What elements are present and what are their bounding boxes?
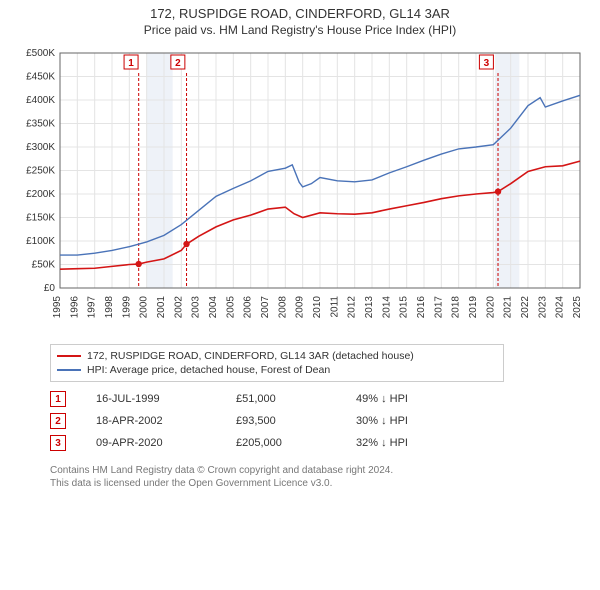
svg-text:2008: 2008 <box>277 296 288 319</box>
svg-text:£500K: £500K <box>26 48 55 59</box>
svg-text:£50K: £50K <box>32 260 56 271</box>
svg-text:2015: 2015 <box>399 296 410 319</box>
sale-points-table: 1 16-JUL-1999£51,00049% ↓ HPI 2 18-APR-2002… <box>50 388 590 454</box>
chart-svg: £0 £50K £100K £150K £200K £250K £300K £350K £400… <box>10 43 590 333</box>
sale-point-date: 18-APR-2002 <box>96 415 236 427</box>
sale-point-row: 1 16-JUL-1999£51,00049% ↓ HPI <box>50 388 590 410</box>
svg-text:2014: 2014 <box>381 296 392 319</box>
svg-text:£450K: £450K <box>26 72 55 83</box>
svg-text:2025: 2025 <box>572 296 583 319</box>
svg-text:£150K: £150K <box>26 213 55 224</box>
svg-text:£200K: £200K <box>26 189 55 200</box>
svg-text:1999: 1999 <box>121 296 132 319</box>
svg-text:£250K: £250K <box>26 166 55 177</box>
sale-point-price: £205,000 <box>236 437 356 449</box>
svg-text:1996: 1996 <box>69 296 80 319</box>
sale-point-row: 2 18-APR-2002£93,50030% ↓ HPI <box>50 410 590 432</box>
svg-text:2010: 2010 <box>312 296 323 319</box>
svg-text:2007: 2007 <box>260 296 271 319</box>
svg-text:2017: 2017 <box>433 296 444 319</box>
svg-text:2012: 2012 <box>347 296 358 319</box>
legend-item: 172, RUSPIDGE ROAD, CINDERFORD, GL14 3AR… <box>57 349 497 363</box>
svg-text:2021: 2021 <box>503 296 514 319</box>
svg-text:1998: 1998 <box>104 296 115 319</box>
svg-text:£300K: £300K <box>26 142 55 153</box>
svg-text:£400K: £400K <box>26 95 55 106</box>
svg-text:2016: 2016 <box>416 296 427 319</box>
svg-text:£0: £0 <box>44 283 56 294</box>
svg-text:2013: 2013 <box>364 296 375 319</box>
svg-text:2002: 2002 <box>173 296 184 319</box>
svg-text:2009: 2009 <box>295 296 306 319</box>
footer-attribution: Contains HM Land Registry data © Crown c… <box>50 464 590 490</box>
svg-text:2001: 2001 <box>156 296 167 319</box>
svg-text:2020: 2020 <box>485 296 496 319</box>
sale-point-delta: 32% ↓ HPI <box>356 437 476 449</box>
chart-subtitle: Price paid vs. HM Land Registry's House … <box>0 21 600 43</box>
svg-text:1: 1 <box>128 58 134 69</box>
svg-text:2018: 2018 <box>451 296 462 319</box>
sale-point-number: 2 <box>50 413 66 429</box>
svg-text:3: 3 <box>484 58 490 69</box>
footer-line-1: Contains HM Land Registry data © Crown c… <box>50 464 590 477</box>
footer-line-2: This data is licensed under the Open Gov… <box>50 477 590 490</box>
svg-text:2004: 2004 <box>208 296 219 319</box>
svg-text:1997: 1997 <box>87 296 98 319</box>
svg-text:2022: 2022 <box>520 296 531 319</box>
sale-point-date: 16-JUL-1999 <box>96 393 236 405</box>
sale-point-row: 3 09-APR-2020£205,00032% ↓ HPI <box>50 432 590 454</box>
legend-label: HPI: Average price, detached house, Fore… <box>87 364 330 376</box>
sale-point-date: 09-APR-2020 <box>96 437 236 449</box>
chart-title: 172, RUSPIDGE ROAD, CINDERFORD, GL14 3AR <box>0 0 600 21</box>
svg-text:2000: 2000 <box>139 296 150 319</box>
sale-point-number: 1 <box>50 391 66 407</box>
svg-text:2: 2 <box>175 58 181 69</box>
svg-text:£100K: £100K <box>26 236 55 247</box>
legend-swatch <box>57 369 81 371</box>
svg-text:2023: 2023 <box>537 296 548 319</box>
svg-text:1995: 1995 <box>52 296 63 319</box>
sale-point-number: 3 <box>50 435 66 451</box>
svg-text:2019: 2019 <box>468 296 479 319</box>
svg-text:2006: 2006 <box>243 296 254 319</box>
svg-text:£350K: £350K <box>26 119 55 130</box>
legend-item: HPI: Average price, detached house, Fore… <box>57 363 497 377</box>
legend-label: 172, RUSPIDGE ROAD, CINDERFORD, GL14 3AR… <box>87 350 414 362</box>
svg-text:2003: 2003 <box>191 296 202 319</box>
legend-swatch <box>57 355 81 357</box>
chart-area: £0 £50K £100K £150K £200K £250K £300K £350K £400… <box>10 43 590 336</box>
svg-text:2011: 2011 <box>329 296 340 318</box>
svg-text:2024: 2024 <box>555 296 566 319</box>
sale-point-delta: 49% ↓ HPI <box>356 393 476 405</box>
sale-point-delta: 30% ↓ HPI <box>356 415 476 427</box>
legend: 172, RUSPIDGE ROAD, CINDERFORD, GL14 3AR… <box>50 344 504 382</box>
sale-point-price: £51,000 <box>236 393 356 405</box>
sale-point-price: £93,500 <box>236 415 356 427</box>
svg-text:2005: 2005 <box>225 296 236 319</box>
